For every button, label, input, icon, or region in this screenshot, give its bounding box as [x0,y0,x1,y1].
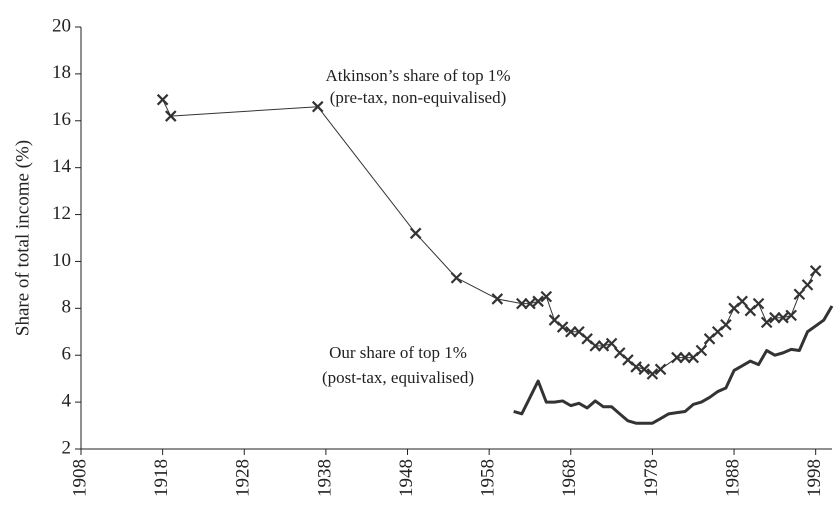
x-marker [540,290,553,303]
x-marker [760,316,773,329]
x-tick-label: 1918 [151,459,172,497]
x-marker [809,265,822,277]
y-tick-label: 18 [52,62,71,83]
annotation: Our share of top 1% [329,343,467,362]
x-marker [793,288,806,301]
annotation: Atkinson’s share of top 1% [325,66,510,85]
y-tick-label: 10 [52,250,71,271]
x-marker [556,321,569,333]
x-marker [777,311,789,324]
y-tick-label: 4 [62,390,72,411]
x-marker [638,363,651,376]
series-line [513,305,834,425]
x-tick-label: 1968 [559,459,580,497]
x-marker [311,100,324,113]
x-tick-label: 1908 [69,459,90,497]
annotation: (post-tax, equivalised) [322,368,474,387]
x-marker [736,295,748,308]
x-tick-label: 1988 [722,459,743,497]
x-marker [646,368,659,380]
x-marker [654,363,667,376]
x-marker [165,110,177,122]
y-tick-label: 14 [52,156,72,177]
y-axis-label: Share of total income (%) [12,140,33,336]
x-marker [720,318,732,331]
x-tick-label: 1958 [478,459,499,497]
x-marker [630,361,642,373]
annotation: (pre-tax, non-equivalised) [330,88,507,107]
y-tick-label: 20 [52,15,71,36]
x-marker [597,340,610,352]
y-tick-label: 2 [62,437,72,458]
x-marker [695,344,708,357]
y-tick-label: 12 [52,203,71,224]
x-marker [785,309,797,322]
x-tick-label: 1978 [641,459,662,497]
x-marker [532,295,544,308]
x-tick-label: 1998 [804,459,825,497]
x-marker [409,227,422,240]
y-tick-label: 6 [62,344,72,365]
x-marker [524,297,536,310]
x-marker [156,93,169,106]
x-tick-label: 1948 [396,459,417,497]
x-tick-label: 1928 [233,459,254,497]
x-marker [752,297,765,310]
x-tick-label: 1938 [314,459,335,497]
x-marker [450,272,463,284]
x-marker [605,337,618,350]
y-tick-label: 8 [62,297,72,318]
y-tick-label: 16 [52,109,71,130]
x-marker [801,279,814,291]
x-marker [491,293,504,305]
